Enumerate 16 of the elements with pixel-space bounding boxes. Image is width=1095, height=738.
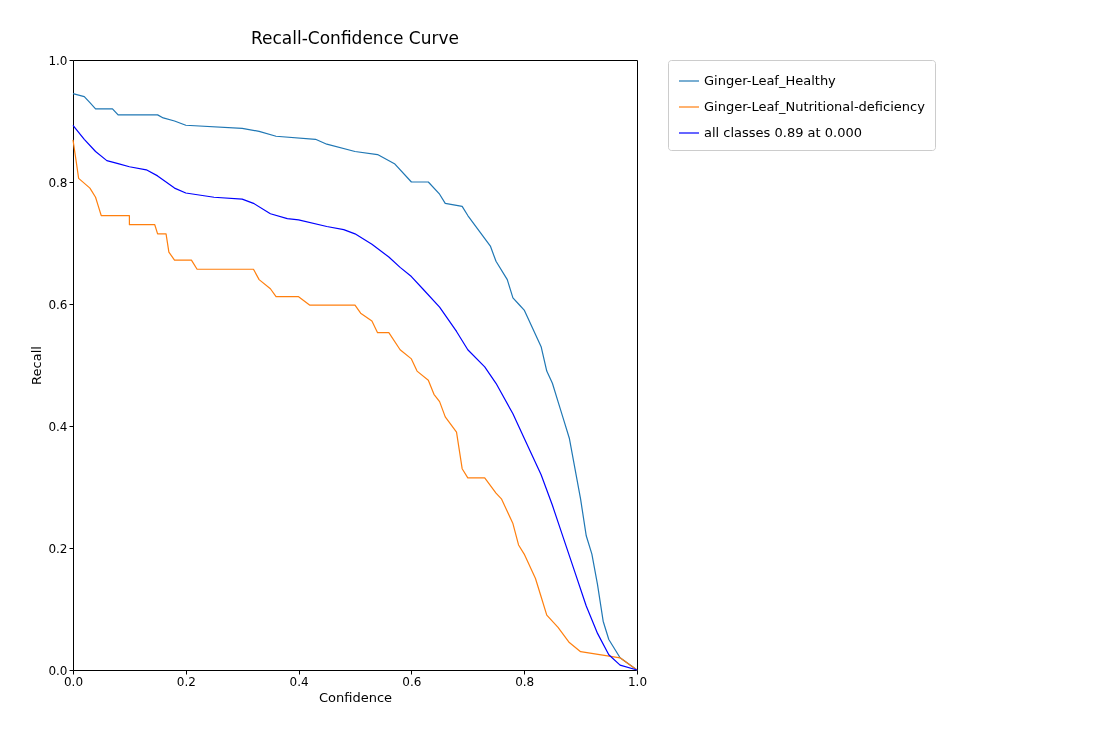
y-axis-title: Recall — [29, 346, 45, 385]
y-tick-label: 0.2 — [48, 541, 68, 556]
x-tick-label: 1.0 — [627, 674, 648, 689]
y-tick-label: 0.4 — [48, 419, 68, 434]
x-tick-label: 0.8 — [515, 674, 535, 689]
y-tick-label: 1.0 — [48, 53, 68, 68]
legend-label: Ginger-Leaf_Nutritional-deficiency — [704, 99, 926, 114]
x-axis-title: Confidence — [318, 689, 393, 705]
x-tick-label: 0.6 — [402, 674, 422, 689]
legend-label: all classes 0.89 at 0.000 — [704, 125, 862, 140]
x-tick-label: 0.4 — [289, 674, 309, 689]
x-tick-label: 0.2 — [176, 674, 196, 689]
legend-label: Ginger-Leaf_Healthy — [704, 73, 837, 88]
chart-title: Recall-Confidence Curve — [251, 28, 459, 48]
y-tick-label: 0.6 — [48, 297, 68, 312]
y-tick-label: 0.8 — [48, 175, 68, 190]
